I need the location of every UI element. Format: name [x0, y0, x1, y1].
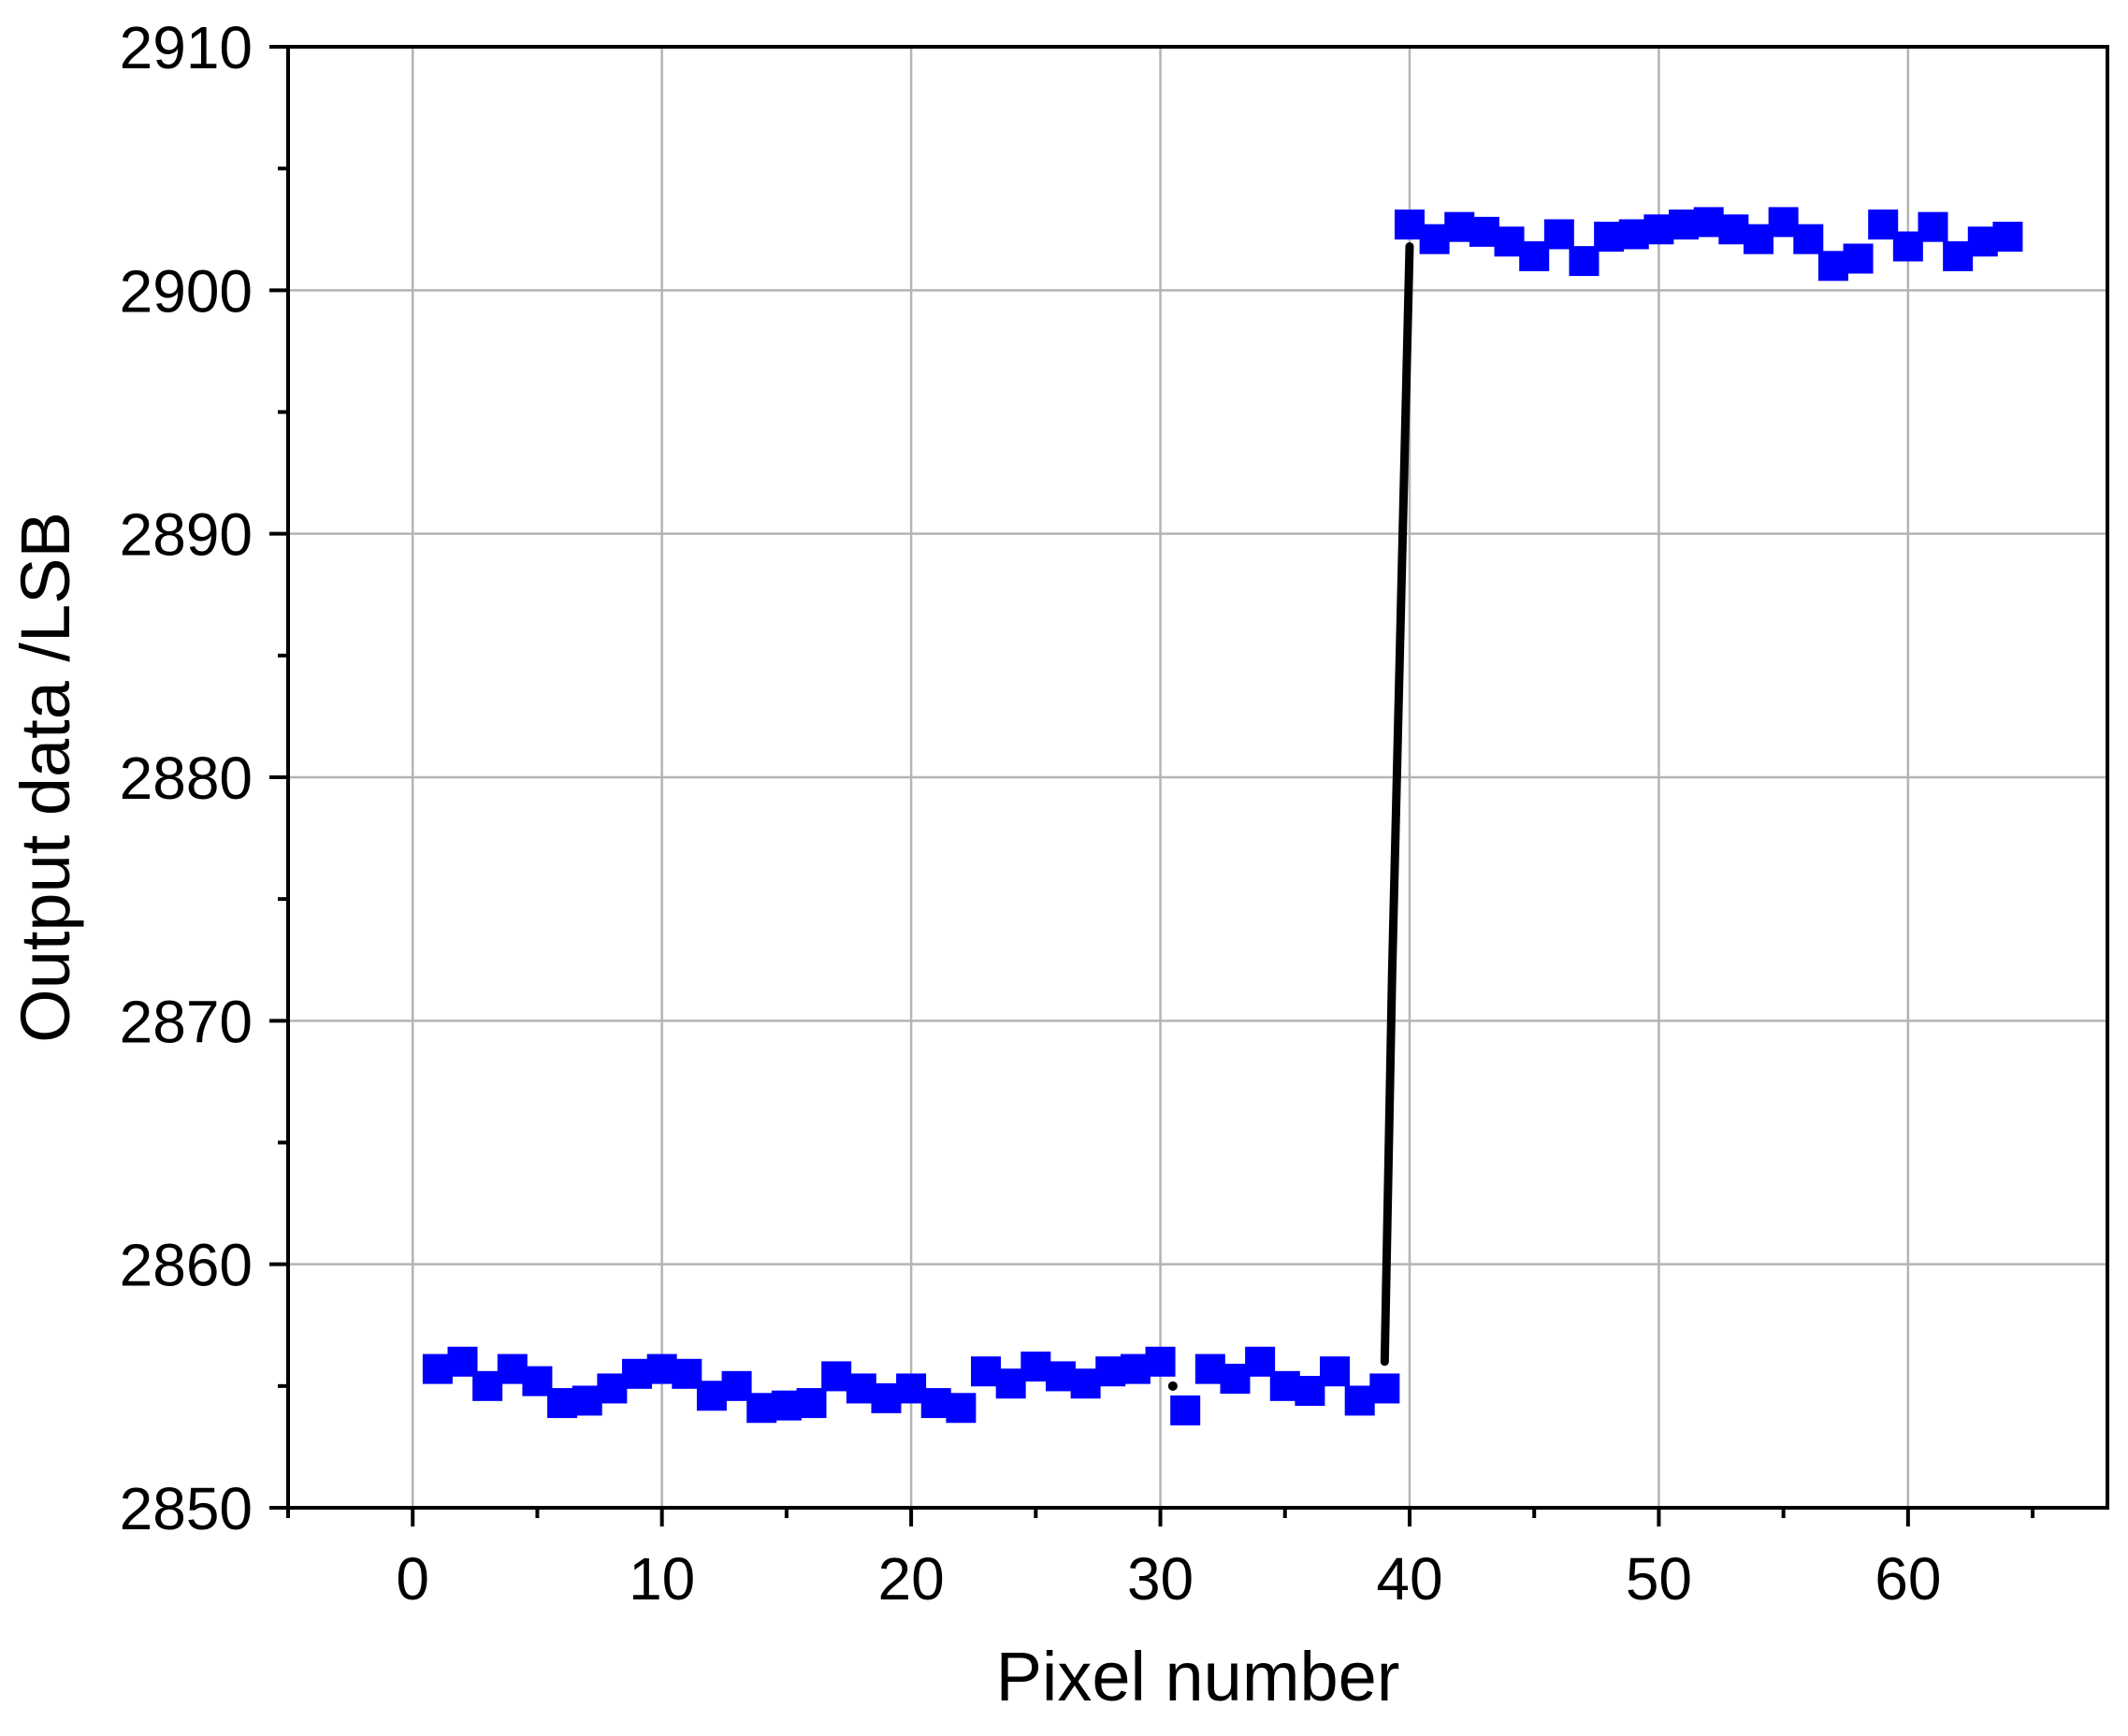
x-tick-label: 0 — [396, 1545, 429, 1613]
data-point — [1793, 224, 1824, 254]
stray-mark — [1167, 1381, 1178, 1391]
data-point — [1543, 219, 1574, 250]
y-tick-label: 2890 — [120, 501, 253, 569]
data-point — [946, 1393, 977, 1424]
x-axis-title: Pixel number — [996, 1638, 1400, 1715]
x-tick-label: 60 — [1875, 1545, 1941, 1613]
data-point — [796, 1388, 827, 1419]
data-points — [422, 207, 2023, 1425]
data-point — [1170, 1395, 1201, 1425]
data-point — [1918, 211, 1948, 242]
y-tick-label: 2870 — [120, 988, 253, 1055]
step-line — [1380, 241, 1414, 1367]
y-tick-label: 2900 — [120, 257, 253, 325]
y-tick-label: 2860 — [120, 1232, 253, 1299]
y-tick-label: 2880 — [120, 745, 253, 812]
step-line-layer — [1167, 241, 1414, 1391]
x-tick-label: 10 — [629, 1545, 695, 1613]
data-point — [1843, 243, 1874, 274]
y-axis-title: Output data /LSB — [7, 512, 84, 1043]
y-tick-label: 2910 — [120, 14, 253, 81]
x-tick-label: 30 — [1127, 1545, 1194, 1613]
axis-ticks — [269, 45, 2035, 1526]
x-tick-label: 50 — [1626, 1545, 1692, 1613]
data-point — [1320, 1356, 1351, 1387]
data-point — [1992, 222, 2023, 253]
tick-labels: 0 10 20 30 40 50 60 2850 2860 2870 2880 2890 2900 291… — [120, 14, 1942, 1613]
data-point — [1145, 1346, 1176, 1377]
data-point — [1369, 1373, 1400, 1404]
x-tick-label: 40 — [1376, 1545, 1442, 1613]
x-tick-label: 20 — [878, 1545, 945, 1613]
y-tick-label: 2850 — [120, 1475, 253, 1542]
